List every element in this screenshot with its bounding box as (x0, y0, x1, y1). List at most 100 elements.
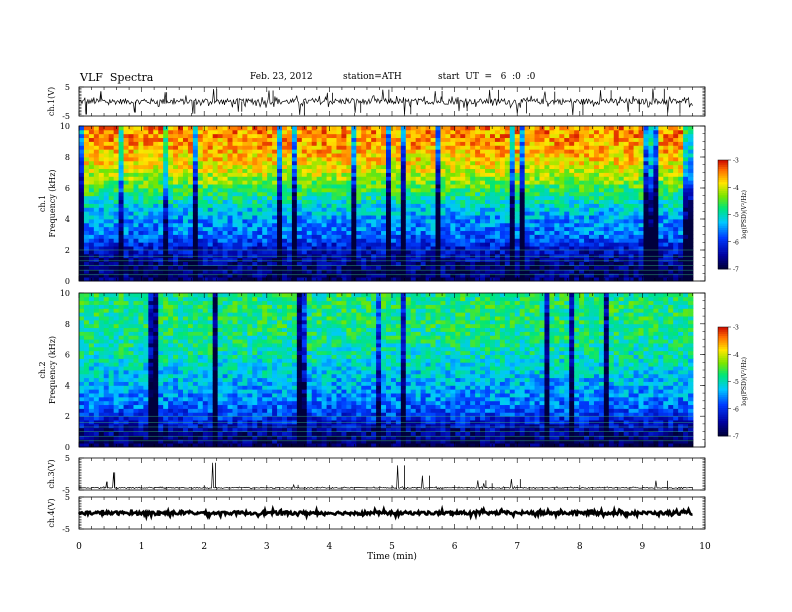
heatmap-cell (247, 222, 253, 228)
heatmap-cell (163, 145, 169, 150)
heatmap-cell (663, 168, 669, 173)
heatmap-cell (455, 277, 461, 282)
heatmap-cell (83, 137, 90, 142)
heatmap-cell (148, 137, 154, 142)
heatmap-cell (113, 191, 120, 197)
heatmap-cell (296, 265, 303, 270)
heatmap-cell (336, 184, 342, 189)
heatmap-cell (341, 172, 347, 177)
heatmap-cell (242, 141, 248, 146)
heatmap-cell (534, 207, 540, 212)
heatmap-cell (618, 149, 625, 154)
heatmap-cell (514, 168, 521, 173)
heatmap-cell (450, 242, 456, 247)
heatmap-cell (232, 265, 238, 270)
heatmap-cell (252, 250, 258, 255)
heatmap-cell (608, 160, 615, 166)
heatmap-cell (178, 133, 184, 139)
heatmap-cell (430, 137, 436, 142)
heatmap-cell (638, 273, 644, 278)
heatmap-cell (623, 157, 630, 162)
heatmap-cell (430, 261, 436, 266)
heatmap-cell (336, 141, 342, 146)
heatmap-cell (445, 160, 451, 166)
heatmap-cell (519, 257, 526, 263)
heatmap-cell (539, 238, 545, 243)
heatmap-cell (465, 160, 471, 166)
heatmap-cell (574, 195, 580, 201)
heatmap-cell (371, 226, 377, 232)
heatmap-cell (460, 180, 466, 185)
heatmap-cell (148, 219, 154, 224)
heatmap-cell (460, 133, 466, 139)
heatmap-cell (593, 172, 600, 177)
heatmap-cell (445, 257, 451, 263)
heatmap-cell (381, 238, 387, 243)
heatmap-cell (148, 226, 154, 232)
heatmap-cell (470, 176, 476, 181)
heatmap-cell (158, 141, 164, 146)
heatmap-cell (173, 238, 179, 243)
heatmap-cell (584, 149, 590, 154)
heatmap-cell (643, 269, 649, 274)
heatmap-cell (321, 188, 327, 193)
heatmap-cell (83, 234, 90, 239)
heatmap-cell (480, 145, 486, 150)
heatmap-cell (628, 277, 634, 282)
heatmap-cell (509, 160, 516, 166)
heatmap-cell (108, 199, 115, 204)
heatmap-cell (98, 269, 105, 274)
heatmap-cell (192, 269, 199, 274)
heatmap-cell (326, 172, 332, 177)
heatmap-cell (282, 141, 288, 146)
heatmap-cell (341, 269, 347, 274)
heatmap-cell (227, 191, 233, 197)
heatmap-cell (148, 203, 154, 208)
heatmap-cell (386, 153, 392, 158)
heatmap-cell (598, 176, 605, 181)
heatmap-cell (316, 215, 323, 220)
heatmap-cell (529, 164, 535, 170)
heatmap-cell (440, 137, 446, 142)
heatmap-cell (128, 242, 134, 247)
heatmap-cell (227, 207, 233, 212)
heatmap-cell (222, 176, 228, 181)
heatmap-cell (123, 195, 129, 201)
heatmap-cell (306, 246, 313, 251)
heatmap-cell (460, 184, 466, 189)
heatmap-cell (509, 242, 516, 247)
heatmap-cell (212, 277, 219, 282)
heatmap-cell (252, 273, 258, 278)
heatmap-cell (286, 222, 293, 228)
heatmap-cell (524, 219, 530, 224)
heatmap-cell (593, 219, 600, 224)
heatmap-cell (336, 230, 342, 235)
heatmap-cell (623, 172, 630, 177)
heatmap-cell (346, 191, 352, 197)
heatmap-cell (277, 184, 283, 189)
heatmap-cell (242, 265, 248, 270)
heatmap-cell (331, 226, 337, 232)
heatmap-cell (356, 215, 362, 220)
heatmap-cell (544, 257, 550, 263)
heatmap-cell (242, 230, 248, 235)
heatmap-cell (514, 157, 521, 162)
heatmap-cell (400, 261, 407, 266)
heatmap-cell (153, 199, 159, 204)
heatmap-cell (386, 199, 392, 204)
heatmap-cell (301, 172, 308, 177)
heatmap-cell (529, 257, 535, 263)
heatmap-cell (623, 273, 630, 278)
heatmap-cell (133, 219, 139, 224)
heatmap-cell (237, 145, 243, 150)
heatmap-cell (232, 234, 238, 239)
heatmap-cell (182, 145, 189, 150)
heatmap-cell (643, 273, 649, 278)
heatmap-cell (504, 215, 511, 220)
heatmap-cell (341, 160, 347, 166)
heatmap-cell (192, 277, 199, 282)
heatmap-cell (168, 265, 174, 270)
heatmap-cell (202, 261, 209, 266)
heatmap-cell (153, 168, 159, 173)
heatmap-cell (173, 176, 179, 181)
